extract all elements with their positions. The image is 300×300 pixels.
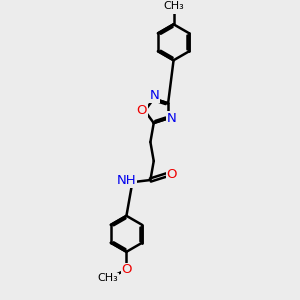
Text: O: O [167, 168, 177, 182]
Text: CH₃: CH₃ [163, 1, 184, 11]
Text: O: O [121, 263, 132, 276]
Text: CH₃: CH₃ [97, 273, 118, 284]
Text: O: O [136, 104, 147, 117]
Text: NH: NH [117, 174, 136, 187]
Text: N: N [167, 112, 176, 125]
Text: N: N [149, 89, 159, 102]
